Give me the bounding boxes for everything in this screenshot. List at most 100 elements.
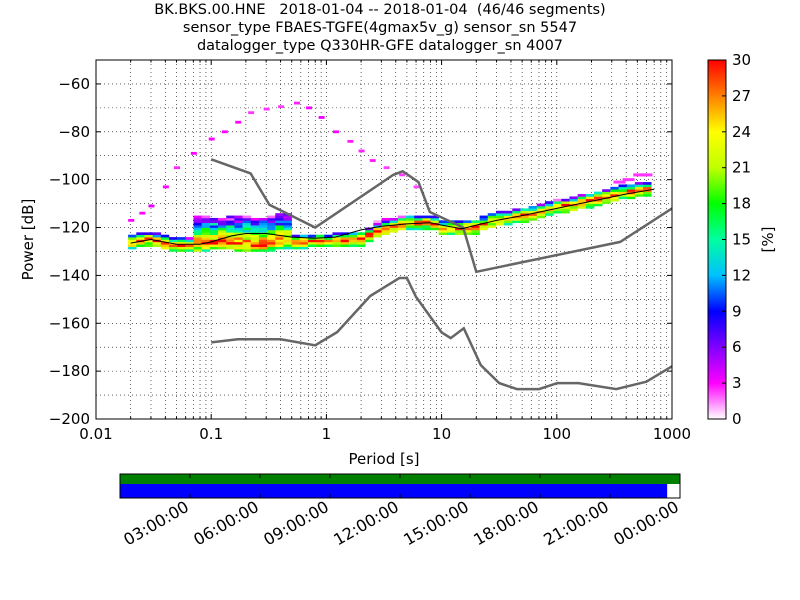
- timeline-tick-label: 09:00:00: [260, 497, 332, 549]
- heatmap-cell: [487, 215, 497, 219]
- heatmap-cell: [144, 244, 153, 247]
- heatmap-cell: [373, 222, 382, 226]
- heatmap-cell: [389, 220, 399, 224]
- heatmap-cell: [226, 227, 235, 231]
- heatmap-cell: [643, 186, 652, 190]
- heatmap-cell: [218, 217, 227, 221]
- colorbar-tick-label: 18: [732, 195, 751, 213]
- heatmap-cell: [643, 191, 652, 195]
- heatmap-cell: [185, 244, 194, 247]
- heatmap-cell: [487, 213, 497, 216]
- heatmap-cell: [553, 210, 562, 214]
- model-curves: [130, 158, 672, 391]
- heatmap-cell: [406, 220, 415, 224]
- x-tick-label: 0.01: [79, 425, 112, 443]
- heatmap-cell: [258, 244, 268, 247]
- heatmap-cell: [413, 185, 420, 189]
- heatmap-cell: [250, 249, 260, 252]
- heatmap-cell: [258, 227, 268, 231]
- heatmap-cell: [242, 222, 252, 226]
- heatmap-cell: [348, 241, 358, 245]
- timeline-tick-label: 15:00:00: [400, 497, 472, 549]
- heatmap-cell: [585, 198, 595, 202]
- heatmap-cell: [389, 229, 399, 233]
- heatmap-cell: [185, 239, 194, 243]
- heatmap-cell: [399, 173, 406, 177]
- heatmap-cell: [193, 246, 202, 250]
- heatmap-cell: [618, 196, 627, 200]
- heatmap-cell: [209, 246, 219, 250]
- heatmap-cell: [306, 106, 313, 110]
- heatmap-cell: [471, 232, 480, 236]
- heatmap-cell: [177, 244, 186, 247]
- heatmap-cell: [373, 227, 382, 231]
- heatmap-cell: [226, 241, 235, 245]
- y-tick-label: −80: [58, 123, 90, 141]
- heatmap-cell: [258, 222, 268, 226]
- heatmap-cell: [201, 229, 211, 233]
- heatmap-cell: [455, 232, 464, 236]
- heatmap-cell: [291, 234, 301, 238]
- heatmap-cell: [278, 105, 285, 109]
- heatmap-cell: [504, 217, 513, 221]
- heatmap-cell: [553, 201, 562, 204]
- heatmap-cell: [438, 232, 448, 236]
- heatmap-cell: [438, 220, 448, 224]
- mean-psd-line: [130, 188, 655, 245]
- heatmap-cell: [209, 225, 219, 228]
- heatmap-cell: [479, 225, 489, 228]
- heatmap-cell: [381, 229, 390, 233]
- heatmap-cell: [201, 239, 211, 243]
- heatmap-cell: [160, 241, 170, 245]
- heatmap-cell: [234, 237, 243, 240]
- heatmap-cell: [528, 217, 538, 221]
- heatmap-cell: [177, 246, 186, 250]
- heatmap-cell: [422, 217, 431, 221]
- heatmap-cell: [520, 213, 529, 216]
- heatmap-cell: [258, 249, 268, 252]
- heatmap-cell: [283, 232, 292, 236]
- heatmap-cell: [471, 222, 480, 226]
- heatmap-cell: [234, 222, 243, 226]
- heatmap-cell: [634, 186, 644, 190]
- heatmap-cell: [218, 239, 227, 243]
- heatmap-cell: [389, 222, 399, 226]
- heatmap-cell: [160, 234, 170, 238]
- heatmap-cell: [201, 225, 211, 228]
- heatmap-cell: [201, 244, 211, 247]
- heatmap-cell: [160, 244, 170, 247]
- heatmap-cell: [177, 249, 186, 252]
- heatmap-cell: [242, 249, 252, 252]
- heatmap-cell: [463, 229, 472, 233]
- heatmap-cell: [234, 246, 243, 250]
- heatmap-cell: [218, 220, 227, 224]
- heatmap-cell: [201, 249, 211, 252]
- heatmap-cell: [291, 246, 301, 250]
- timeline-tick-label: 03:00:00: [120, 497, 192, 549]
- heatmap-cell: [242, 237, 252, 240]
- heatmap-cell: [291, 237, 301, 240]
- heatmap-cell: [397, 220, 407, 224]
- heatmap-cell: [422, 225, 431, 228]
- heatmap-cell: [414, 220, 423, 224]
- heatmap-cell: [430, 225, 440, 228]
- heatmap-cell: [626, 194, 636, 197]
- heatmap-cell: [634, 194, 644, 197]
- heatmap-cell: [152, 241, 162, 245]
- heatmap-cell: [193, 220, 202, 224]
- heatmap-cell: [626, 186, 636, 190]
- heatmap-cell: [455, 229, 464, 233]
- heatmap-cell: [177, 237, 186, 240]
- heatmap-cell: [275, 234, 284, 238]
- heatmap-cell: [221, 130, 228, 134]
- heatmap-cell: [250, 237, 260, 240]
- heatmap-cell: [536, 213, 546, 216]
- heatmap-cell: [152, 237, 162, 240]
- heatmap-cell: [234, 220, 243, 224]
- heatmap-cell: [307, 241, 317, 245]
- heatmap-cell: [267, 232, 276, 236]
- heatmap-cell: [242, 215, 252, 219]
- heatmap-cell: [234, 239, 243, 243]
- heatmap-cell: [610, 196, 619, 200]
- heatmap-cell: [226, 222, 235, 226]
